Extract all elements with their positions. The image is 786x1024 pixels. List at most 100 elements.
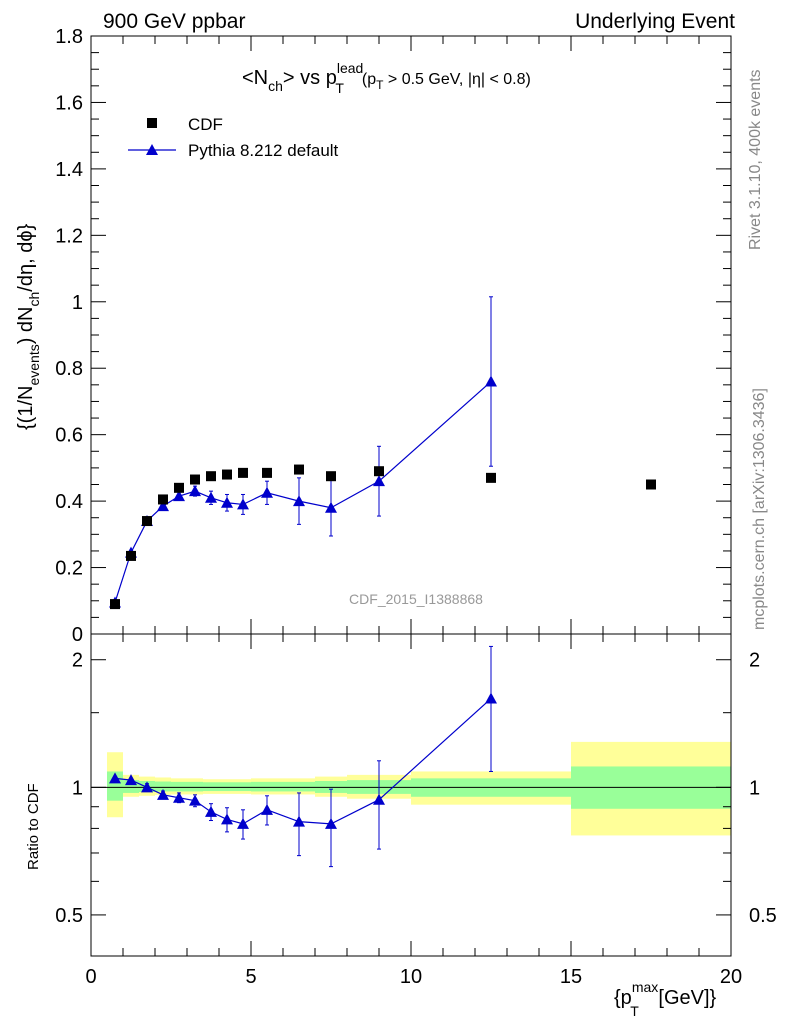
cdf-point	[206, 471, 216, 482]
pythia-point	[293, 495, 305, 507]
cdf-point	[142, 516, 152, 527]
ratio-band-green	[219, 782, 235, 792]
ratio-bands	[91, 741, 731, 836]
cdf-point	[158, 494, 168, 505]
xlabel-sup-a: max	[632, 979, 658, 995]
ratio-band-green	[171, 781, 187, 792]
title-part-4: > 0.5 GeV, |η| < 0.8)	[383, 71, 530, 88]
cdf-point	[222, 469, 232, 480]
ratio-pythia-point	[157, 788, 169, 800]
ratio-pythia-point	[189, 794, 201, 806]
header-right: Underlying Event	[575, 10, 735, 33]
xlabel-part-b: [GeV]}	[653, 987, 717, 1009]
legend-cdf-label: CDF	[188, 115, 223, 134]
title-part-1: <N	[242, 67, 268, 89]
main-ytick-label: 1.6	[55, 92, 83, 114]
title-part-3: (p	[362, 71, 376, 88]
pythia-point	[237, 498, 249, 510]
legend-pythia-marker	[146, 144, 158, 155]
pythia-point	[261, 486, 273, 498]
ratio-pythia-point	[325, 817, 337, 829]
ratio-band-green	[187, 781, 203, 792]
ratio-ylabel: Ratio to CDF	[25, 783, 42, 870]
pythia-point	[373, 475, 385, 487]
ratio-ytick-label-right: 0.5	[749, 905, 777, 927]
ratio-pythia-point	[109, 772, 121, 784]
rivet-label: Rivet 3.1.10, 400k events	[747, 69, 764, 250]
ratio-pythia-point	[373, 793, 385, 805]
ratio-band-green	[235, 782, 251, 792]
cdf-point	[126, 550, 136, 561]
main-ytick-label: 1.2	[55, 225, 83, 247]
ratio-pythia-point	[141, 781, 153, 793]
ratio-ytick-label-right: 2	[749, 650, 760, 672]
watermark: CDF_2015_I1388868	[349, 591, 483, 607]
ratio-xtick-label: 0	[85, 966, 96, 988]
ratio-ytick-label: 2	[72, 650, 83, 672]
title-sub-1: ch	[268, 78, 283, 94]
cdf-point	[326, 471, 336, 482]
mcplots-label: mcplots.cern.ch [arXiv:1306.3436]	[751, 388, 768, 630]
ylabel-part-a: {(1/N	[15, 386, 37, 430]
main-ytick-label: 0.2	[55, 558, 83, 580]
pythia-point	[173, 490, 185, 502]
pythia-point	[485, 375, 497, 387]
main-ytick-label: 1.4	[55, 159, 83, 181]
cdf-point	[294, 464, 304, 475]
ratio-ytick-label: 0.5	[55, 905, 83, 927]
ratio-xtick-label: 10	[400, 966, 422, 988]
ratio-pythia-point	[261, 803, 273, 815]
ratio-pythia-point	[221, 813, 233, 825]
ratio-panel: 0.5 0.51 12 20 5 10 15 20 Ratio to CDF {pmax T […	[25, 633, 777, 1019]
main-ytick-label: 1	[72, 292, 83, 314]
legend-pythia-label: Pythia 8.212 default	[188, 141, 339, 160]
pythia-point	[221, 496, 233, 508]
ratio-pythia-point	[125, 774, 137, 786]
pythia-line	[114, 381, 492, 603]
header-left: 900 GeV ppbar	[103, 10, 245, 33]
ratio-band-green	[251, 781, 283, 792]
ratio-xtick-label: 20	[720, 966, 742, 988]
ratio-band-green	[203, 782, 219, 792]
xlabel: {pmax T [GeV]}	[614, 979, 717, 1019]
legend-cdf-marker	[147, 118, 157, 128]
pythia-point	[205, 491, 217, 503]
ratio-pythia-point	[293, 815, 305, 827]
ratio-ticks: 0.5 0.51 12 20 5 10 15 20	[55, 634, 777, 988]
ratio-marks	[109, 645, 497, 868]
legend: CDF Pythia 8.212 default	[128, 115, 339, 160]
main-panel: 0 0.2 0.4 0.6 0.8 1 1.2 1.4 1.6 1.8 CDF_2015_I138…	[15, 26, 732, 646]
main-marks	[109, 296, 656, 610]
main-ytick-label: 0.6	[55, 425, 83, 447]
xlabel-part-a: {p	[614, 987, 632, 1009]
ylabel-sub-b: ch	[26, 292, 42, 307]
cdf-point	[374, 466, 384, 477]
ratio-band-green	[155, 781, 171, 792]
ratio-pythia-line	[114, 698, 492, 825]
ratio-ytick-label-right: 1	[749, 777, 760, 799]
ratio-xtick-label: 15	[560, 966, 582, 988]
title-sup-2: lead	[337, 60, 363, 76]
ratio-ytick-label: 1	[72, 777, 83, 799]
xlabel-sub-a: T	[630, 1003, 639, 1019]
ylabel-sub-a: events	[26, 344, 42, 385]
cdf-point	[262, 467, 272, 478]
main-ticks: 0 0.2 0.4 0.6 0.8 1 1.2 1.4 1.6 1.8	[55, 26, 732, 646]
main-ytick-label: 0.4	[55, 491, 83, 513]
ratio-pythia-point	[173, 791, 185, 803]
pythia-point	[325, 501, 337, 513]
cdf-point	[174, 482, 184, 493]
main-ytick-label: 1.8	[55, 26, 83, 48]
title-sub-2: T	[335, 80, 344, 96]
ylabel-part-c: /dη, dϕ}	[15, 223, 37, 291]
cdf-point	[110, 599, 120, 610]
ratio-pythia-point	[205, 805, 217, 817]
ratio-pythia-point	[237, 817, 249, 829]
chart-title: <Nch> vs plead T (pT > 0.5 GeV, |η| < 0.8)	[242, 60, 531, 96]
cdf-point	[190, 474, 200, 485]
ratio-band-green	[283, 781, 315, 792]
cdf-point	[646, 479, 656, 490]
ratio-pythia-point	[485, 692, 497, 704]
pythia-point	[189, 485, 201, 497]
